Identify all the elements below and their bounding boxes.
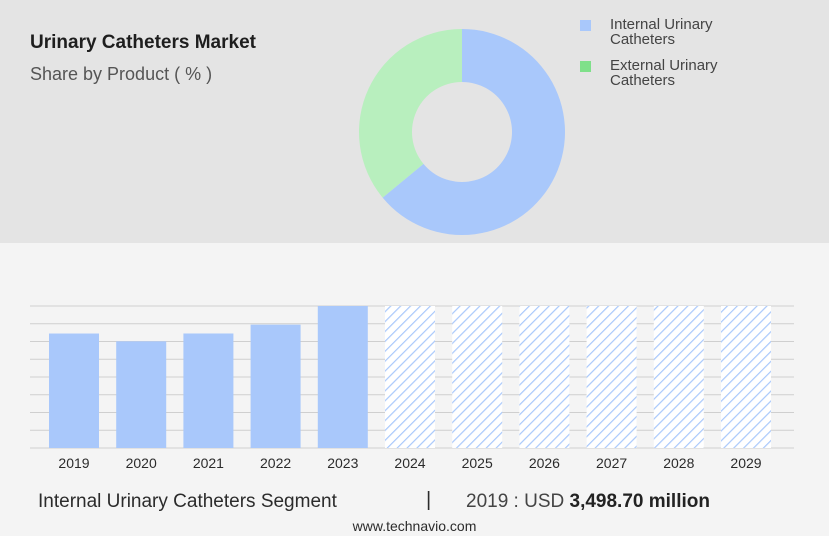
x-tick-label-2019: 2019 (58, 455, 89, 471)
footer-segment-label: Internal Urinary Catheters Segment (38, 491, 337, 512)
bar-chart: 2019 2020 2021 2022 2023 2024 2025 2026 2027 2028… (30, 305, 794, 471)
bar-2022 (250, 324, 301, 448)
x-tick-label-2021: 2021 (193, 455, 224, 471)
legend-item-internal: Internal Urinary Catheters (580, 17, 770, 47)
bar-2020 (116, 341, 167, 448)
footer-value-amount: 3,498.70 million (569, 491, 710, 512)
bar-2023 (317, 306, 368, 448)
x-tick-label-2027: 2027 (596, 455, 627, 471)
footer-value-prefix: 2019 : USD (466, 491, 565, 512)
legend-label-internal: Internal Urinary Catheters (610, 16, 713, 48)
legend-item-external: External Urinary Catheters (580, 58, 770, 88)
donut-chart (358, 29, 565, 235)
x-tick-label-2022: 2022 (260, 455, 291, 471)
donut-slice-external (358, 29, 462, 198)
footer-separator: | (426, 489, 432, 511)
x-tick-label-2023: 2023 (327, 455, 358, 471)
forecast-bar-2029 (721, 306, 771, 448)
forecast-bar-2026 (519, 306, 570, 448)
footer-website: www.technavio.com (352, 518, 477, 534)
forecast-bar-2028 (653, 306, 704, 448)
legend-label-external: External Urinary Catheters (610, 57, 718, 89)
footer-value: 2019 : USD 3,498.70 million (466, 491, 710, 513)
forecast-bar-2027 (586, 306, 637, 448)
bar-2021 (183, 333, 234, 448)
chart-subtitle: Share by Product ( % ) (30, 64, 213, 84)
legend-swatch-internal (580, 20, 591, 31)
x-tick-label-2028: 2028 (663, 455, 694, 471)
x-tick-label-2025: 2025 (462, 455, 493, 471)
legend-swatch-external (580, 61, 591, 72)
donut-slice-internal (382, 29, 565, 235)
x-tick-label-2020: 2020 (126, 455, 157, 471)
bar-2019 (49, 333, 99, 448)
forecast-bar-2024 (385, 306, 435, 448)
forecast-bar-2025 (452, 306, 503, 448)
x-tick-label-2026: 2026 (529, 455, 560, 471)
chart-title: Urinary Catheters Market (30, 32, 256, 53)
x-tick-label-2029: 2029 (730, 455, 761, 471)
x-tick-label-2024: 2024 (394, 455, 425, 471)
